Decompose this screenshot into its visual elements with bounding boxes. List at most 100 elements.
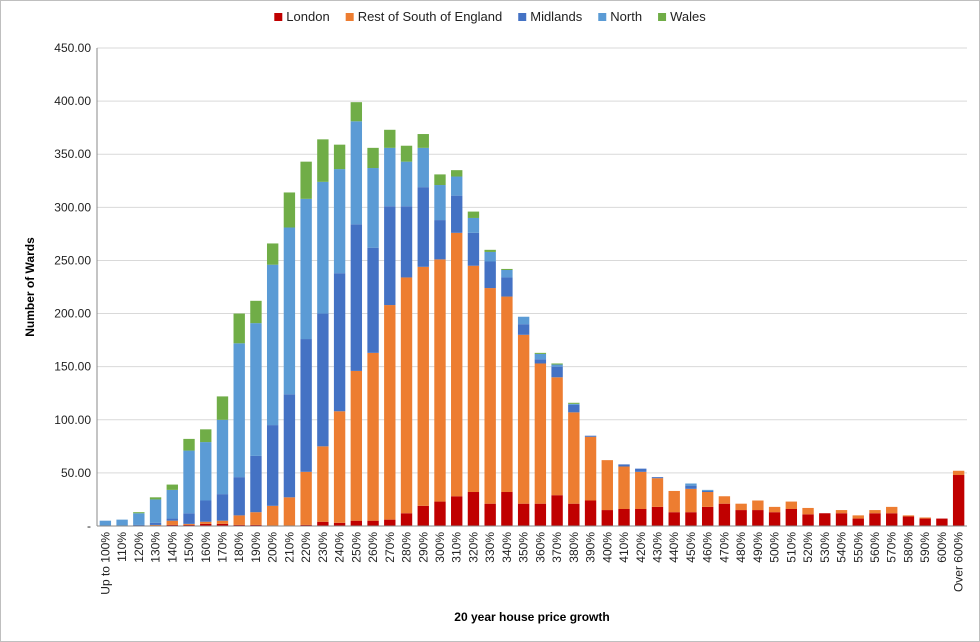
bar-segment-north bbox=[451, 176, 463, 196]
bar-segment-north bbox=[317, 181, 329, 314]
bar-segment-wales bbox=[233, 313, 245, 344]
legend-item-wales: Wales bbox=[658, 9, 706, 24]
y-tick-label: 50.00 bbox=[61, 466, 91, 480]
bar-segment-north bbox=[467, 217, 480, 233]
bar-segment-midlands bbox=[434, 220, 446, 260]
bar-segment-wales bbox=[266, 243, 279, 265]
x-tick-label: Over 600% bbox=[952, 532, 966, 592]
bar-segment-north bbox=[99, 520, 112, 526]
legend-swatch bbox=[518, 13, 527, 21]
bar-segment-midlands bbox=[300, 339, 312, 472]
x-tick-label: 410% bbox=[617, 532, 631, 563]
bar-segment-north bbox=[283, 227, 296, 395]
bar-segment-north bbox=[384, 147, 396, 207]
x-tick-label: 570% bbox=[885, 532, 899, 563]
bar-segment-rest-of-south-of-england bbox=[768, 506, 781, 513]
bar-segment-london bbox=[802, 514, 814, 526]
bar-segment-london bbox=[400, 513, 413, 526]
bar-segment-midlands bbox=[149, 522, 162, 525]
x-tick-label: 360% bbox=[533, 532, 547, 563]
x-tick-label: 580% bbox=[901, 532, 915, 563]
bar-segment-wales bbox=[551, 363, 563, 365]
y-axis-ticks: - 50.00 100.00 150.00 200.00 250.00 300.00 350.… bbox=[54, 41, 91, 533]
bar-segment-london bbox=[668, 512, 680, 526]
bar-segment-rest-of-south-of-england bbox=[902, 515, 915, 517]
bar-segment-wales bbox=[417, 134, 429, 148]
legend-swatch bbox=[658, 13, 667, 21]
bar-segment-london bbox=[735, 510, 747, 526]
bar-segment-london bbox=[635, 509, 647, 526]
bar-segment-north bbox=[685, 483, 697, 486]
bar-segment-rest-of-south-of-england bbox=[685, 488, 697, 513]
bar-segment-midlands bbox=[685, 485, 697, 489]
x-tick-label: 210% bbox=[282, 532, 296, 563]
legend-label: Wales bbox=[670, 9, 706, 24]
bar-segment-rest-of-south-of-england bbox=[651, 478, 664, 507]
bar-segment-rest-of-south-of-england bbox=[701, 492, 714, 507]
x-tick-label: 490% bbox=[751, 532, 765, 563]
x-tick-label: 460% bbox=[701, 532, 715, 563]
x-tick-label: 170% bbox=[215, 532, 229, 563]
x-tick-label: 260% bbox=[366, 532, 380, 563]
bar-segment-midlands bbox=[584, 435, 597, 437]
x-axis-ticks: Up to 100% 110% 120% 130% 140% 150% 160% 170% 18… bbox=[98, 532, 965, 595]
bar-segment-rest-of-south-of-england bbox=[668, 490, 680, 513]
x-tick-label: 110% bbox=[115, 532, 129, 562]
bar-segment-rest-of-south-of-england bbox=[869, 510, 881, 514]
bar-segment-london bbox=[584, 500, 597, 526]
bar-segment-london bbox=[601, 510, 613, 526]
bar-segment-rest-of-south-of-england bbox=[400, 277, 413, 514]
legend-item-midlands: Midlands bbox=[518, 9, 583, 24]
bar-segment-london bbox=[651, 506, 664, 526]
y-tick-label: 100.00 bbox=[54, 413, 91, 427]
x-tick-label: 120% bbox=[132, 532, 146, 563]
bar-segment-london bbox=[886, 513, 898, 526]
bar-segment-london bbox=[484, 503, 496, 526]
bar-segment-rest-of-south-of-england bbox=[568, 412, 580, 504]
bar-segment-rest-of-south-of-england bbox=[300, 471, 312, 525]
bar-segment-rest-of-south-of-england bbox=[584, 436, 597, 501]
x-tick-label: 300% bbox=[433, 532, 447, 563]
bar-segment-london bbox=[434, 501, 446, 526]
bar-segment-rest-of-south-of-england bbox=[434, 259, 446, 502]
legend-label: Midlands bbox=[530, 9, 583, 24]
bar-segment-rest-of-south-of-england bbox=[601, 460, 613, 511]
bar-segment-midlands bbox=[183, 513, 195, 524]
bar-segment-north bbox=[300, 198, 312, 340]
bar-segment-north bbox=[568, 403, 580, 405]
x-tick-label: 250% bbox=[349, 532, 363, 563]
bar-segment-north bbox=[216, 419, 229, 495]
bar-segment-midlands bbox=[568, 404, 580, 413]
bar-segment-wales bbox=[166, 484, 178, 490]
bar-segment-north bbox=[116, 519, 128, 526]
bar-segment-north bbox=[166, 489, 178, 519]
bar-segment-london bbox=[451, 496, 463, 526]
bar-segment-london bbox=[417, 505, 429, 526]
bar-segment-rest-of-south-of-england bbox=[835, 510, 848, 514]
bar-segment-wales bbox=[216, 396, 229, 420]
bar-segment-midlands bbox=[417, 187, 429, 267]
bar-segment-north bbox=[133, 513, 145, 525]
bar-segment-rest-of-south-of-england bbox=[283, 497, 296, 526]
bar-segment-london bbox=[300, 524, 312, 526]
x-tick-label: 130% bbox=[149, 532, 163, 563]
bar-segment-north bbox=[501, 270, 513, 278]
bar-segment-rest-of-south-of-england bbox=[484, 288, 496, 504]
x-tick-label: 550% bbox=[851, 532, 865, 563]
bar-segment-midlands bbox=[517, 324, 530, 335]
bar-segment-midlands bbox=[133, 524, 145, 526]
bar-segment-rest-of-south-of-england bbox=[919, 517, 931, 519]
bar-segment-rest-of-south-of-england bbox=[451, 232, 463, 497]
bar-segment-london bbox=[952, 475, 965, 526]
bar-segment-rest-of-south-of-england bbox=[886, 506, 898, 514]
bar-segment-london bbox=[333, 522, 346, 526]
y-tick-label: 250.00 bbox=[54, 253, 91, 267]
x-tick-label: 400% bbox=[600, 532, 614, 563]
x-tick-label: 270% bbox=[383, 532, 397, 563]
bar-segment-rest-of-south-of-england bbox=[166, 520, 178, 525]
legend-item-rest-of-south-of-england: Rest of South of England bbox=[345, 9, 502, 24]
x-tick-label: 330% bbox=[483, 532, 497, 563]
bar-segment-north bbox=[517, 316, 530, 325]
bar-segment-london bbox=[250, 524, 262, 526]
